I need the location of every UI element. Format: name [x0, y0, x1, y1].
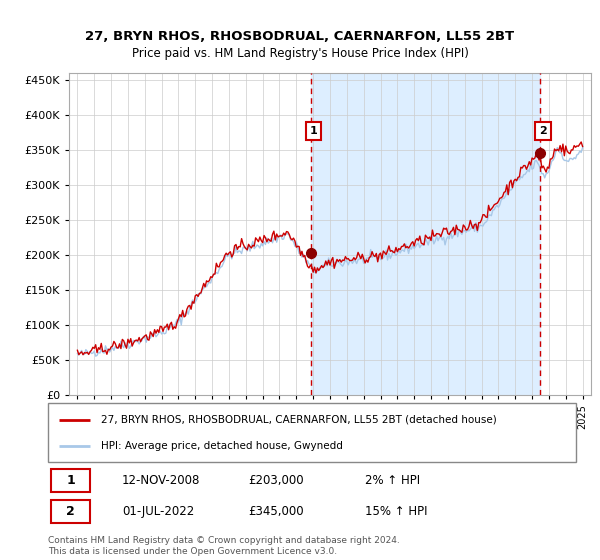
Text: Contains HM Land Registry data © Crown copyright and database right 2024.
This d: Contains HM Land Registry data © Crown c…: [48, 536, 400, 556]
Text: 2% ↑ HPI: 2% ↑ HPI: [365, 474, 420, 487]
Text: 27, BRYN RHOS, RHOSBODRUAL, CAERNARFON, LL55 2BT (detached house): 27, BRYN RHOS, RHOSBODRUAL, CAERNARFON, …: [101, 414, 497, 424]
Text: 15% ↑ HPI: 15% ↑ HPI: [365, 505, 427, 517]
Text: Price paid vs. HM Land Registry's House Price Index (HPI): Price paid vs. HM Land Registry's House …: [131, 46, 469, 60]
FancyBboxPatch shape: [50, 469, 90, 492]
FancyBboxPatch shape: [48, 403, 576, 462]
Text: £345,000: £345,000: [248, 505, 304, 517]
Text: HPI: Average price, detached house, Gwynedd: HPI: Average price, detached house, Gwyn…: [101, 441, 343, 451]
Text: 12-NOV-2008: 12-NOV-2008: [122, 474, 200, 487]
Text: 1: 1: [310, 126, 317, 136]
Text: 2: 2: [67, 505, 75, 517]
FancyBboxPatch shape: [50, 500, 90, 523]
Text: 01-JUL-2022: 01-JUL-2022: [122, 505, 194, 517]
Bar: [311, 73, 541, 395]
Text: £203,000: £203,000: [248, 474, 304, 487]
Text: 1: 1: [67, 474, 75, 487]
Text: 2: 2: [539, 126, 547, 136]
Text: 27, BRYN RHOS, RHOSBODRUAL, CAERNARFON, LL55 2BT: 27, BRYN RHOS, RHOSBODRUAL, CAERNARFON, …: [85, 30, 515, 43]
